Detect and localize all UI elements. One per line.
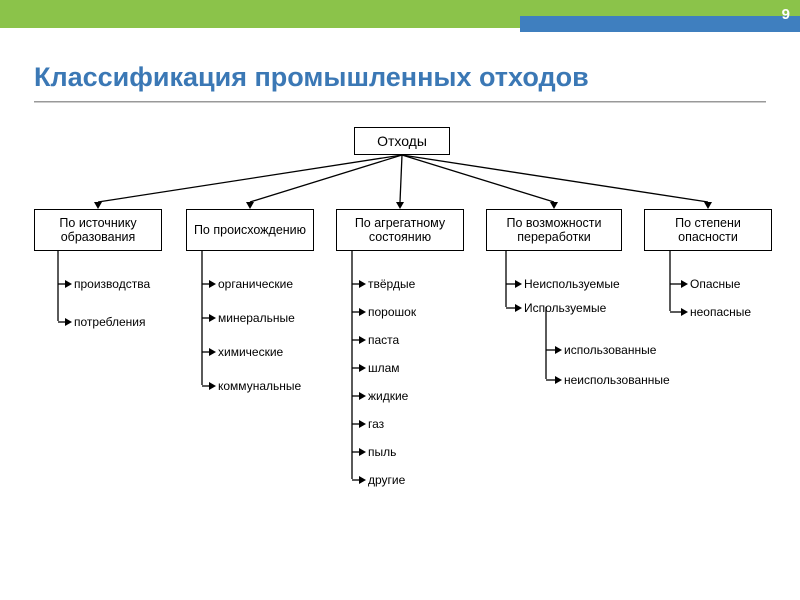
root-node: Отходы (354, 127, 450, 155)
category-2: По агрегатному состоянию (336, 209, 464, 251)
item-9: шлам (368, 361, 400, 375)
category-4: По степени опасности (644, 209, 772, 251)
category-0: По источнику образования (34, 209, 162, 251)
top-bar: 9 (0, 0, 800, 28)
page-title: Классификация промышленных отходов (34, 62, 800, 93)
diagram: Отходы По источнику образования По происх… (30, 127, 780, 567)
item-14: Неиспользуемые (524, 277, 620, 291)
category-3: По возможности переработки (486, 209, 622, 251)
item-0: производства (74, 277, 150, 291)
item-1: потребления (74, 315, 145, 329)
title-underline (34, 101, 766, 103)
item-15: Используемые (524, 301, 606, 315)
item-4: химические (218, 345, 283, 359)
item-17: неиспользованные (564, 373, 670, 387)
item-19: неопасные (690, 305, 751, 319)
top-bar-blue (520, 16, 800, 32)
item-8: паста (368, 333, 399, 347)
page-number: 9 (782, 6, 790, 23)
item-16: использованные (564, 343, 656, 357)
item-18: Опасные (690, 277, 740, 291)
item-6: твёрдые (368, 277, 415, 291)
item-2: органические (218, 277, 293, 291)
item-7: порошок (368, 305, 416, 319)
connectors (30, 127, 790, 567)
item-3: минеральные (218, 311, 295, 325)
item-11: газ (368, 417, 384, 431)
item-12: пыль (368, 445, 396, 459)
item-10: жидкие (368, 389, 408, 403)
item-13: другие (368, 473, 405, 487)
category-1: По происхождению (186, 209, 314, 251)
item-5: коммунальные (218, 379, 301, 393)
